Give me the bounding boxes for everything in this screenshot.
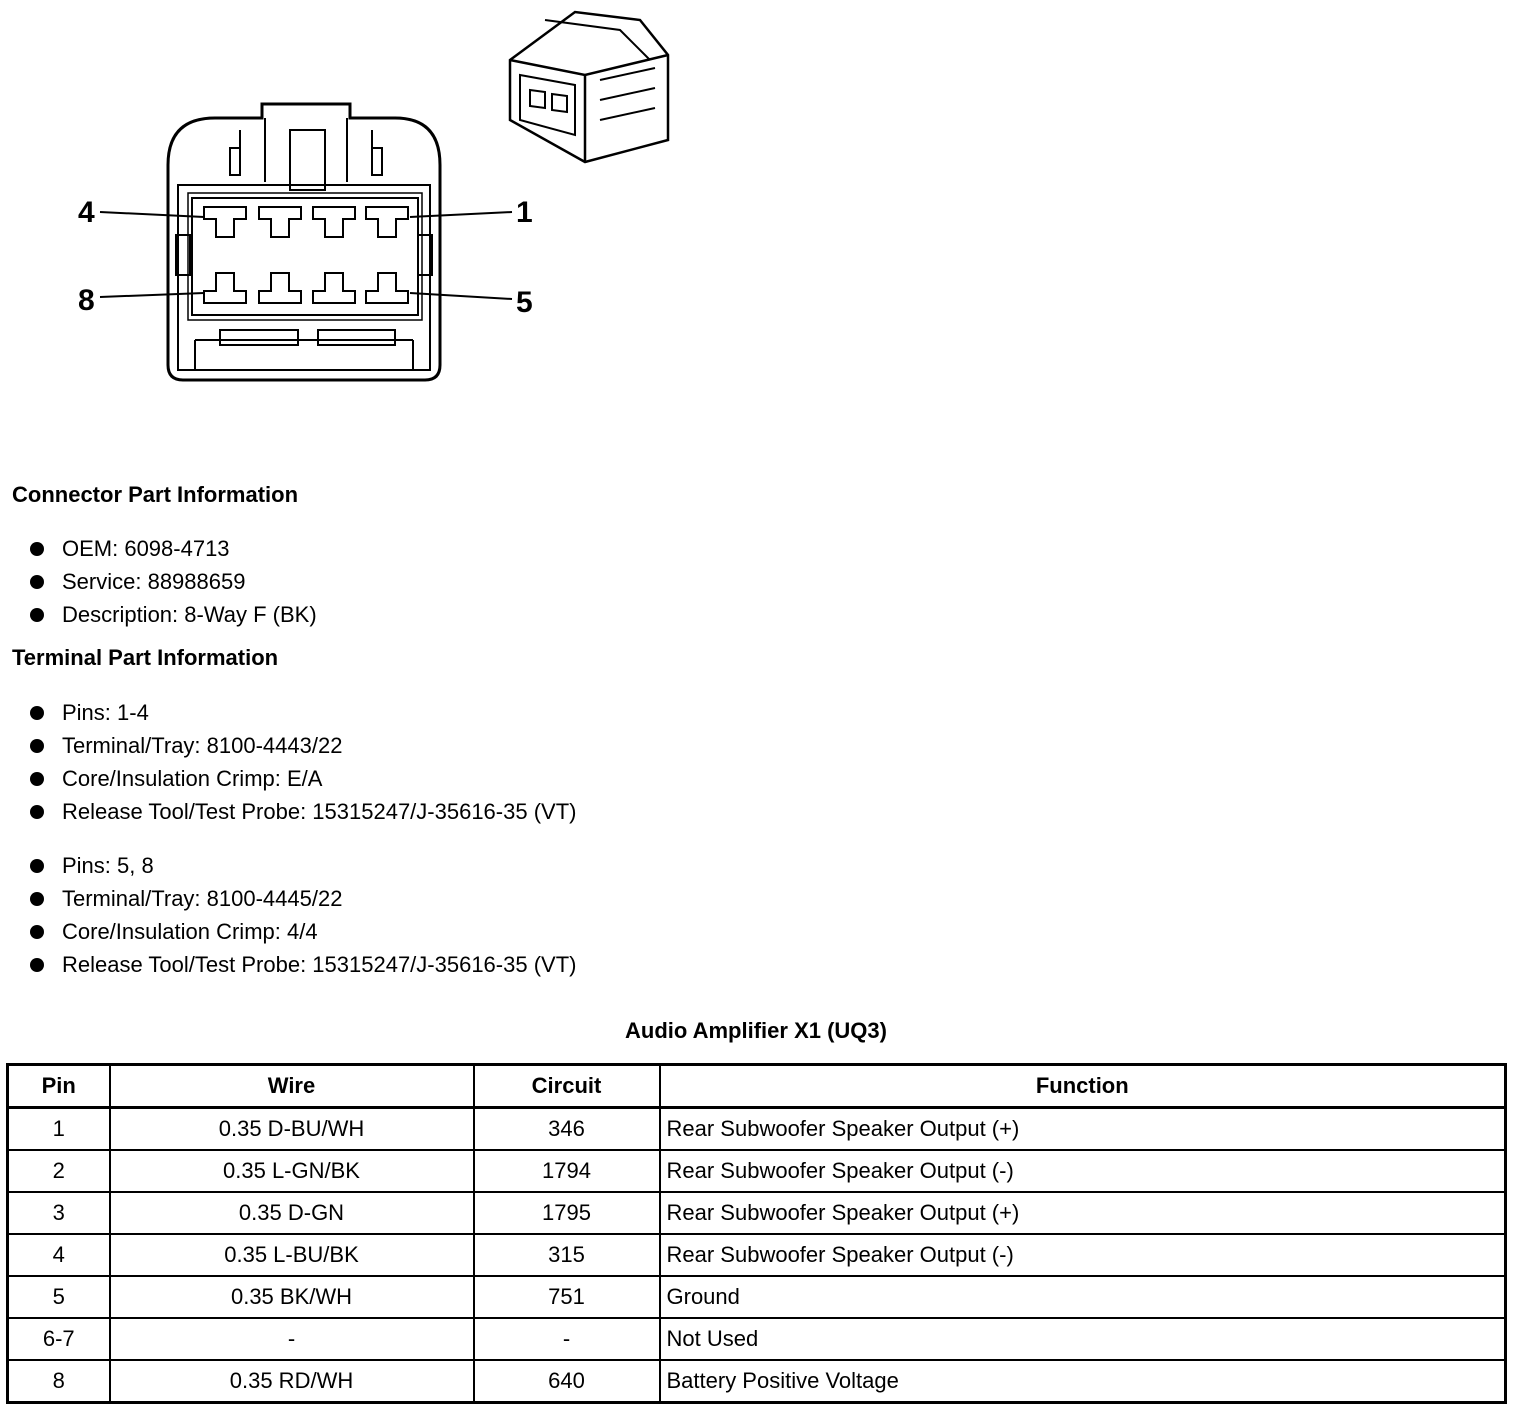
table-row: 1 0.35 D-BU/WH 346 Rear Subwoofer Speaker O… bbox=[6, 1106, 1507, 1151]
pin-cavity bbox=[258, 272, 302, 304]
list-item: Pins: 1-4 bbox=[28, 696, 576, 729]
table-row: 4 0.35 L-BU/BK 315 Rear Subwoofer Speaker O… bbox=[6, 1233, 1507, 1277]
terminal-info-heading: Terminal Part Information bbox=[12, 645, 279, 670]
cell-function: Ground bbox=[658, 1275, 1507, 1319]
bullet-icon bbox=[30, 542, 44, 556]
cell-pin: 6-7 bbox=[6, 1317, 111, 1361]
cell-function: Rear Subwoofer Speaker Output (+) bbox=[658, 1191, 1507, 1235]
cell-pin: 2 bbox=[6, 1149, 111, 1193]
pin-cavity bbox=[203, 206, 247, 238]
cell-pin: 5 bbox=[6, 1275, 111, 1319]
item-text: Pins: 5, 8 bbox=[62, 853, 154, 878]
connector-face-diagram bbox=[99, 10, 670, 382]
list-item: Core/Insulation Crimp: 4/4 bbox=[28, 915, 576, 948]
bullet-icon bbox=[30, 859, 44, 873]
cell-wire: 0.35 RD/WH bbox=[108, 1359, 475, 1404]
item-text: OEM: 6098-4713 bbox=[62, 536, 230, 561]
cell-function: Not Used bbox=[658, 1317, 1507, 1361]
table-row: 2 0.35 L-GN/BK 1794 Rear Subwoofer Speaker … bbox=[6, 1149, 1507, 1193]
cell-circuit: 315 bbox=[472, 1233, 661, 1277]
bullet-icon bbox=[30, 925, 44, 939]
cell-function: Rear Subwoofer Speaker Output (+) bbox=[658, 1106, 1507, 1151]
cell-pin: 3 bbox=[6, 1191, 111, 1235]
pin-label-1: 1 bbox=[516, 196, 533, 229]
table-row: 8 0.35 RD/WH 640 Battery Positive Voltage bbox=[6, 1359, 1507, 1404]
cell-function: Rear Subwoofer Speaker Output (-) bbox=[658, 1233, 1507, 1277]
cell-circuit: - bbox=[472, 1317, 661, 1361]
cell-circuit: 751 bbox=[472, 1275, 661, 1319]
bullet-icon bbox=[30, 892, 44, 906]
cell-function: Battery Positive Voltage bbox=[658, 1359, 1507, 1404]
connector-info-heading: Connector Part Information bbox=[12, 482, 299, 507]
table-header-row: Pin Wire Circuit Function bbox=[6, 1063, 1507, 1109]
bullet-icon bbox=[30, 805, 44, 819]
list-item: Service: 88988659 bbox=[28, 565, 317, 598]
list-item: Pins: 5, 8 bbox=[28, 849, 576, 882]
list-item: Terminal/Tray: 8100-4445/22 bbox=[28, 882, 576, 915]
pin-cavity bbox=[312, 206, 356, 238]
list-item: Terminal/Tray: 8100-4443/22 bbox=[28, 729, 576, 762]
pin-cavity bbox=[365, 272, 409, 304]
pin-cavity bbox=[312, 272, 356, 304]
item-text: Release Tool/Test Probe: 15315247/J-3561… bbox=[62, 799, 577, 824]
terminal-group-1: Pins: 1-4 Terminal/Tray: 8100-4443/22 Co… bbox=[28, 696, 576, 828]
cell-function: Rear Subwoofer Speaker Output (-) bbox=[658, 1149, 1507, 1193]
cell-pin: 8 bbox=[6, 1359, 111, 1404]
cell-wire: 0.35 L-BU/BK bbox=[108, 1233, 475, 1277]
item-text: Service: 88988659 bbox=[62, 569, 246, 594]
item-text: Release Tool/Test Probe: 15315247/J-3561… bbox=[62, 952, 577, 977]
item-text: Terminal/Tray: 8100-4445/22 bbox=[62, 886, 343, 911]
list-item: Release Tool/Test Probe: 15315247/J-3561… bbox=[28, 795, 576, 828]
cell-circuit: 346 bbox=[472, 1106, 661, 1151]
pin-label-8: 8 bbox=[78, 284, 95, 317]
pin-cavity bbox=[365, 206, 409, 238]
pin-label-5: 5 bbox=[516, 286, 533, 319]
item-text: Pins: 1-4 bbox=[62, 700, 149, 725]
cell-wire: - bbox=[108, 1317, 475, 1361]
cell-wire: 0.35 BK/WH bbox=[108, 1275, 475, 1319]
bullet-icon bbox=[30, 739, 44, 753]
list-item: Release Tool/Test Probe: 15315247/J-3561… bbox=[28, 948, 576, 981]
bullet-icon bbox=[30, 575, 44, 589]
cell-circuit: 1795 bbox=[472, 1191, 661, 1235]
cell-pin: 1 bbox=[6, 1106, 111, 1151]
pin-label-4: 4 bbox=[78, 196, 95, 229]
connector-info-list: OEM: 6098-4713 Service: 88988659 Descrip… bbox=[28, 532, 317, 631]
header-circuit: Circuit bbox=[472, 1063, 661, 1109]
cell-wire: 0.35 D-GN bbox=[108, 1191, 475, 1235]
cell-wire: 0.35 D-BU/WH bbox=[108, 1106, 475, 1151]
item-text: Terminal/Tray: 8100-4443/22 bbox=[62, 733, 343, 758]
cell-circuit: 1794 bbox=[472, 1149, 661, 1193]
pin-cavity bbox=[258, 206, 302, 238]
item-text: Description: 8-Way F (BK) bbox=[62, 602, 317, 627]
header-pin: Pin bbox=[6, 1063, 111, 1109]
pinout-table: Pin Wire Circuit Function 1 0.35 D-BU/WH 3… bbox=[6, 1063, 1507, 1404]
table-row: 5 0.35 BK/WH 751 Ground bbox=[6, 1275, 1507, 1319]
list-item: Description: 8-Way F (BK) bbox=[28, 598, 317, 631]
header-wire: Wire bbox=[108, 1063, 475, 1109]
cell-wire: 0.35 L-GN/BK bbox=[108, 1149, 475, 1193]
item-text: Core/Insulation Crimp: 4/4 bbox=[62, 919, 318, 944]
header-function: Function bbox=[658, 1063, 1507, 1109]
cell-circuit: 640 bbox=[472, 1359, 661, 1404]
list-item: Core/Insulation Crimp: E/A bbox=[28, 762, 576, 795]
pin-cavity bbox=[203, 272, 247, 304]
bullet-icon bbox=[30, 958, 44, 972]
table-row: 6-7- - Not Used bbox=[6, 1317, 1507, 1361]
list-item: OEM: 6098-4713 bbox=[28, 532, 317, 565]
cell-pin: 4 bbox=[6, 1233, 111, 1277]
bullet-icon bbox=[30, 772, 44, 786]
table-caption: Audio Amplifier X1 (UQ3) bbox=[625, 1018, 887, 1043]
bullet-icon bbox=[30, 706, 44, 720]
table-row: 3 0.35 D-GN 1795 Rear Subwoofer Speaker Out… bbox=[6, 1191, 1507, 1235]
item-text: Core/Insulation Crimp: E/A bbox=[62, 766, 323, 791]
terminal-group-2: Pins: 5, 8 Terminal/Tray: 8100-4445/22 C… bbox=[28, 849, 576, 981]
bullet-icon bbox=[30, 608, 44, 622]
